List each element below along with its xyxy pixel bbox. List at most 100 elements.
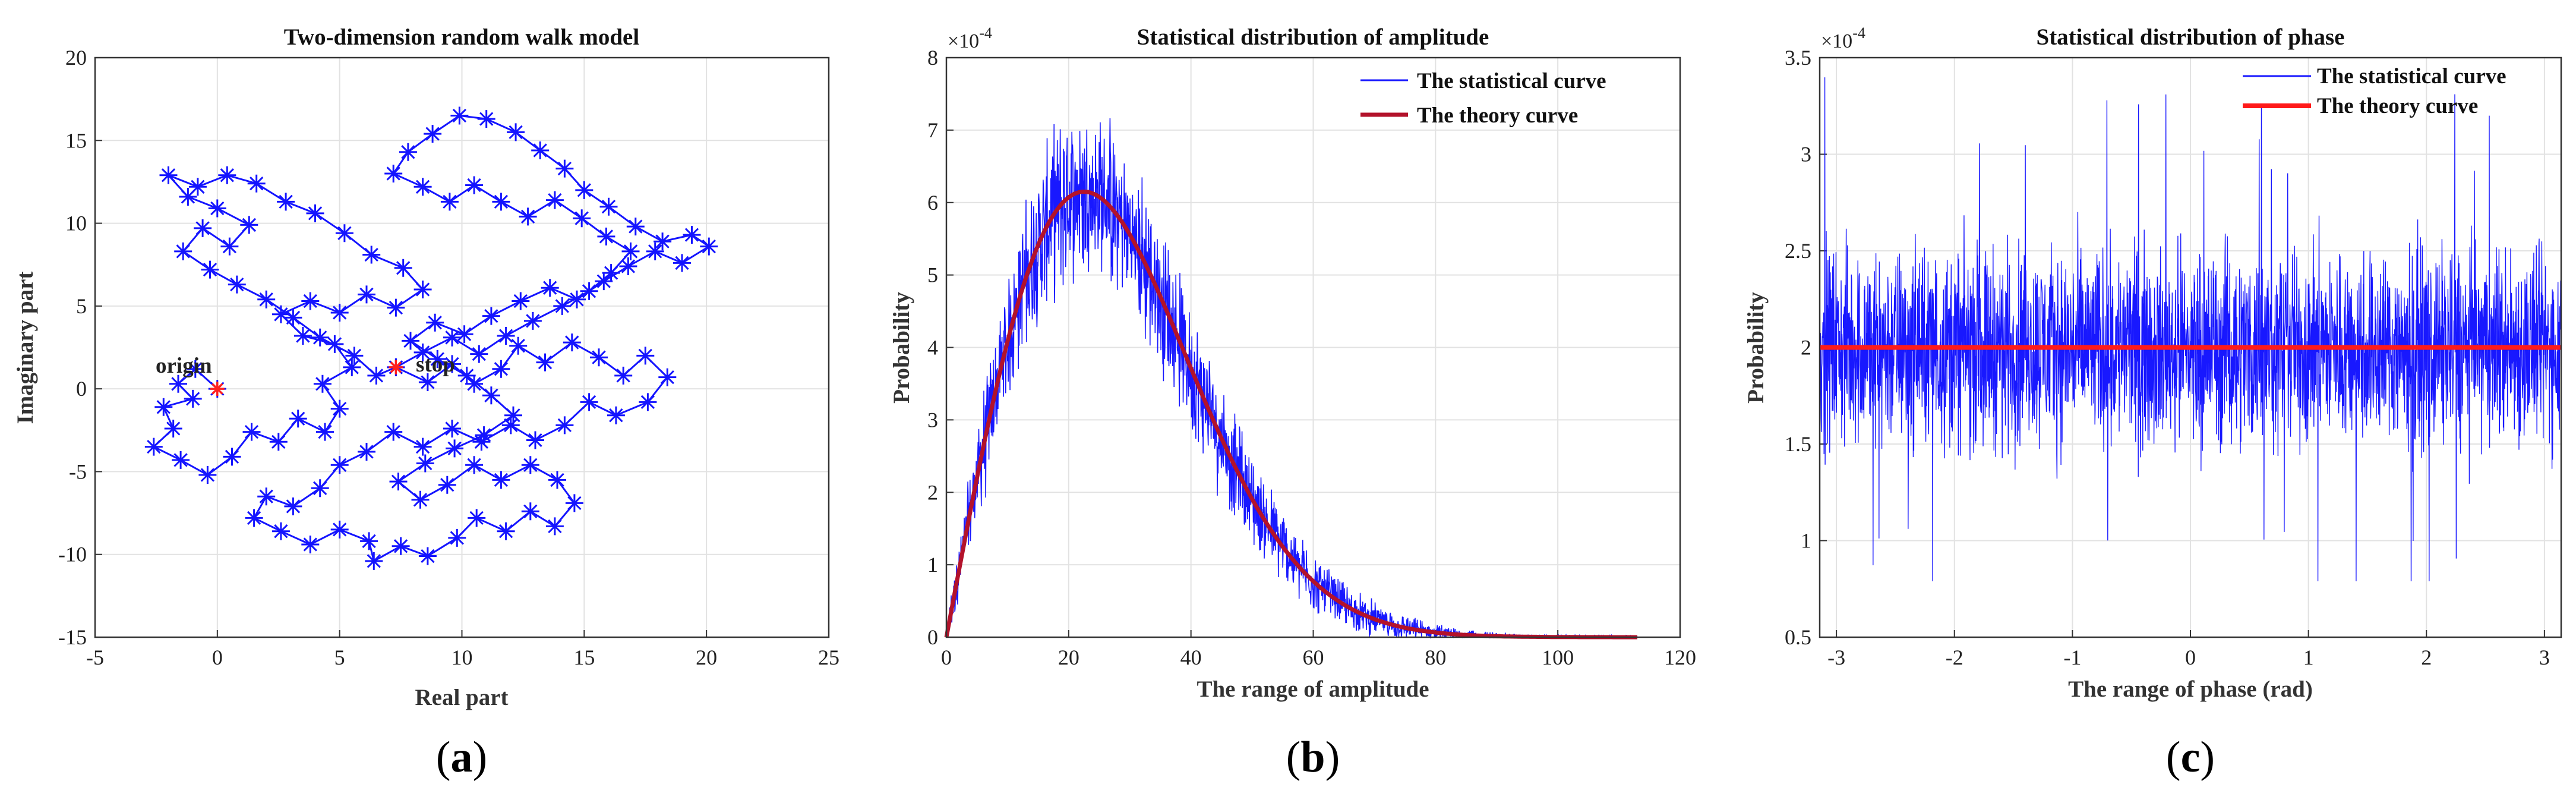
walk-point [179, 188, 197, 206]
y-tick-label: 3 [927, 408, 938, 432]
panel-amplitude: 0 20 40 60 80 100 120 0 1 2 3 4 5 6 7 8 ×10-4 Statisti… [889, 24, 1696, 702]
walk-point [269, 433, 288, 451]
x-axis-label: The range of phase (rad) [2068, 676, 2313, 702]
legend: The statistical curve The theory curve [1360, 69, 1606, 128]
walk-point [541, 279, 559, 297]
walk-point [455, 325, 473, 344]
y-tick-label: 4 [927, 336, 938, 360]
walk-point [555, 416, 574, 435]
x-tick-label: 120 [1664, 646, 1696, 669]
x-tick-label: 0 [2185, 646, 2196, 669]
walk-point [426, 313, 444, 332]
walk-point [362, 245, 381, 264]
walk-point [272, 522, 290, 540]
grid [946, 57, 1681, 638]
walk-point [607, 406, 625, 424]
walk-point [394, 259, 412, 277]
y-tick-label: -10 [58, 543, 87, 566]
chart-title: Statistical distribution of amplitude [1137, 24, 1489, 50]
x-tick-labels: 0 20 40 60 80 100 120 [941, 646, 1696, 669]
x-tick-label: 3 [2539, 646, 2550, 669]
walk-point [154, 398, 173, 416]
walk-point [201, 260, 219, 279]
walk-point [565, 494, 583, 512]
walk-point [457, 366, 476, 385]
walk-point [392, 537, 410, 555]
walk-point [284, 308, 302, 327]
walk-point [240, 216, 258, 234]
walk-point [186, 360, 204, 378]
walk-point [164, 420, 182, 437]
y-scale-factor: ×10-4 [948, 24, 992, 52]
walk-point [311, 328, 329, 347]
walk-point [507, 123, 525, 141]
walk-point [465, 456, 484, 474]
panel-random-walk: -5 0 5 10 15 20 25 -15 -10 -5 0 5 10 15 20 Two-dimens… [12, 24, 839, 710]
walk-point [416, 454, 434, 473]
x-axis-label: The range of amplitude [1197, 676, 1429, 702]
x-tick-label: -5 [86, 646, 104, 669]
walk-point [590, 348, 608, 367]
walk-point [402, 332, 419, 350]
walk-point [573, 209, 591, 228]
walk-point [548, 471, 566, 489]
walk-point [595, 272, 613, 291]
walk-point [497, 327, 515, 345]
y-tick-labels: -15 -10 -5 0 5 10 15 20 [58, 46, 87, 649]
walk-point [636, 347, 655, 365]
walk-point [519, 207, 537, 226]
walk-point [367, 366, 386, 385]
walk-point [218, 166, 236, 184]
walk-point [418, 373, 437, 391]
x-tick-label: 1 [2303, 646, 2314, 669]
walk-point [575, 181, 594, 199]
walk-point [523, 311, 542, 330]
walk-point [492, 471, 510, 489]
x-tick-label: -2 [1946, 646, 1963, 669]
walk-point [658, 368, 677, 386]
walk-point [626, 218, 645, 236]
walk-point [555, 159, 574, 178]
walk-point [413, 343, 432, 361]
y-tick-label: 5 [76, 294, 87, 318]
legend-label-theory: The theory curve [1417, 103, 1578, 128]
walk-point [654, 232, 672, 251]
walk-point [247, 174, 266, 193]
y-tick-label: 0 [927, 625, 938, 649]
walk-point [443, 420, 461, 437]
walk-point [188, 178, 207, 196]
walk-point [482, 386, 500, 405]
y-scale-factor: ×10-4 [1821, 24, 1865, 52]
walk-point [492, 360, 510, 378]
walk-point [242, 423, 261, 441]
y-axis-label: Probability [889, 292, 914, 404]
stop-marker [389, 360, 403, 374]
walk-point [277, 193, 295, 211]
walk-point [602, 264, 620, 282]
walk-point [545, 191, 564, 209]
y-axis-label: Probability [1743, 292, 1769, 404]
y-tick-label: 2.5 [1785, 239, 1811, 263]
x-tick-label: 0 [941, 646, 952, 669]
walk-point [159, 166, 178, 184]
walk-point [413, 281, 432, 298]
walk-point [223, 448, 241, 466]
walk-point [475, 426, 493, 445]
y-tick-label: 1 [927, 553, 938, 577]
caption-c: (c) [2166, 733, 2215, 782]
y-tick-label: 10 [65, 212, 87, 235]
walk-point [492, 193, 510, 211]
walk-point [563, 333, 581, 352]
walk-point [448, 528, 466, 547]
y-tick-label: -5 [69, 459, 87, 483]
walk-point [526, 431, 544, 449]
x-tick-label: 40 [1180, 646, 1202, 669]
walk-point [384, 423, 403, 441]
walk-point [545, 517, 564, 536]
amplitude-series [944, 118, 1638, 640]
walk-point [531, 141, 550, 159]
statistical-curve [1819, 77, 2562, 581]
legend-label-statistical: The statistical curve [1417, 69, 1606, 93]
walk-point [673, 254, 691, 272]
